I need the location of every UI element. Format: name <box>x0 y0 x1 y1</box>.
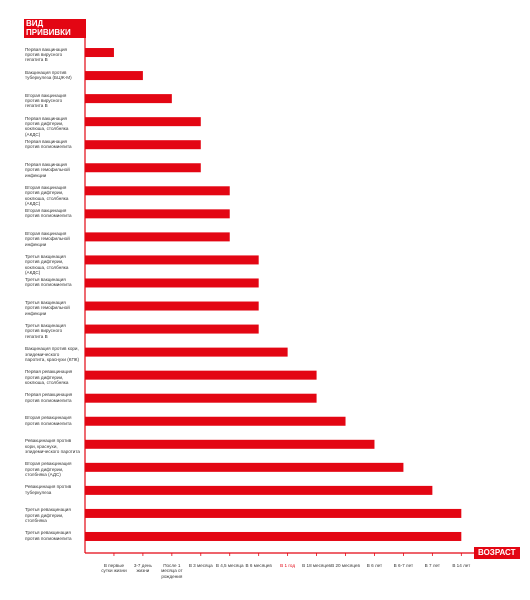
x-title: ВОЗРАСТ <box>474 547 520 559</box>
y-tick-label: Вторая вакцинация против гемофильной инф… <box>25 230 70 247</box>
x-tick-label: В 1 год <box>280 563 296 568</box>
bar <box>85 462 404 472</box>
y-tick-label: Вторая вакцинация против полиомиелита <box>25 207 72 219</box>
y-tick-label: Первая вакцинация против дифтерии, коклю… <box>25 115 69 137</box>
y-tick-label: Вакцинация против кори, эпидемического п… <box>25 346 79 362</box>
y-tick-label: Третья ревакцинация против дифтерии, сто… <box>25 507 71 524</box>
y-tick-label: Ревакцинация против кори, краснухи, эпид… <box>25 438 80 455</box>
y-tick-label: Третья вакцинация против полиомиелита <box>25 276 72 288</box>
x-tick-label: В 6-7 лет <box>393 563 414 568</box>
bar <box>85 140 201 150</box>
x-tick-label: В первые сутки жизни <box>101 563 127 574</box>
x-tick-label: В 6 лет <box>366 563 383 568</box>
bar <box>85 278 259 288</box>
x-tick-label: В 7 лет <box>424 563 441 568</box>
y-tick-label: Первая вакцинация против полиомиелита <box>25 138 72 150</box>
y-tick-label: Вторая ревакцинация против полиомиелита <box>25 415 72 426</box>
bar <box>85 324 259 334</box>
bar <box>85 393 317 403</box>
x-tick-label: В 18 месяцев <box>302 563 331 568</box>
y-tick-label: Вторая вакцинация против вирусного гепат… <box>25 92 67 109</box>
y-tick-label: Вторая ревакцинация против дифтерии, сто… <box>25 461 72 478</box>
y-tick-label: Первая вакцинация против гемофильной инф… <box>25 161 70 178</box>
bar <box>85 209 230 219</box>
bar <box>85 186 230 196</box>
y-tick-label: Третья вакцинация против дифтерии, коклю… <box>25 253 69 276</box>
x-tick-label: В 20 месяцев <box>331 563 360 568</box>
bar <box>85 531 462 541</box>
x-tick-label: В 14 лет <box>452 563 471 568</box>
x-tick-label: В 3 месяца <box>188 563 213 568</box>
bar <box>85 48 114 58</box>
y-tick-label: Первая ревакцинация против полиомиелита <box>25 392 73 403</box>
y-tick-label: Третья вакцинация против вирусного гепат… <box>25 323 66 339</box>
y-title: ВИД ПРИВИВКИ <box>24 19 86 38</box>
y-tick-label: Первая вакцинация против вирусного гепат… <box>25 46 68 63</box>
y-tick-label: Первая ревакцинация против дифтерии, кок… <box>25 369 73 385</box>
bar <box>85 163 201 173</box>
bar <box>85 485 433 495</box>
bar <box>85 347 288 357</box>
y-tick-label: Ревакцинация против туберкулеза <box>25 484 72 495</box>
y-tick-label: Третья вакцинация против гемофильной инф… <box>25 300 70 316</box>
y-tick-label: Вакцинация против туберкулеза (БЦЖ-М) <box>25 69 72 80</box>
bar <box>85 370 317 380</box>
bar <box>85 416 346 426</box>
bar <box>85 232 230 242</box>
x-tick-label: После 1 месяца от рождения <box>161 563 183 579</box>
bar <box>85 255 259 265</box>
bar <box>85 508 462 518</box>
x-tick-label: В 4,5 месяца <box>215 563 244 568</box>
y-tick-label: Вторая вакцинация против дифтерии, коклю… <box>25 184 69 206</box>
x-tick-label: В 6 месяцев <box>245 563 272 568</box>
bar <box>85 94 172 104</box>
y-tick-label: Третья ревакцинация против полиомиелита <box>25 530 72 541</box>
bar <box>85 301 259 311</box>
bar <box>85 117 201 127</box>
x-tick-label: 3-7 день жизни <box>133 563 152 574</box>
bar <box>85 439 375 449</box>
bar <box>85 71 143 81</box>
